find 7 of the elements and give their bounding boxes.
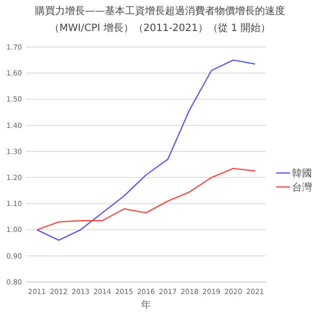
- chart-subtitle: （MWI/CPI 增長）（2011-2021）（從 1 開始）: [49, 22, 271, 34]
- line-series: [36, 168, 256, 230]
- legend-label: 韓國: [292, 168, 312, 180]
- chart-title: 購買力增長——基本工資增長超過消費者物價增長的速度: [35, 5, 285, 17]
- legend-label: 台灣: [292, 182, 312, 194]
- x-axis-title: 年: [141, 299, 151, 311]
- line-series: [36, 59, 256, 241]
